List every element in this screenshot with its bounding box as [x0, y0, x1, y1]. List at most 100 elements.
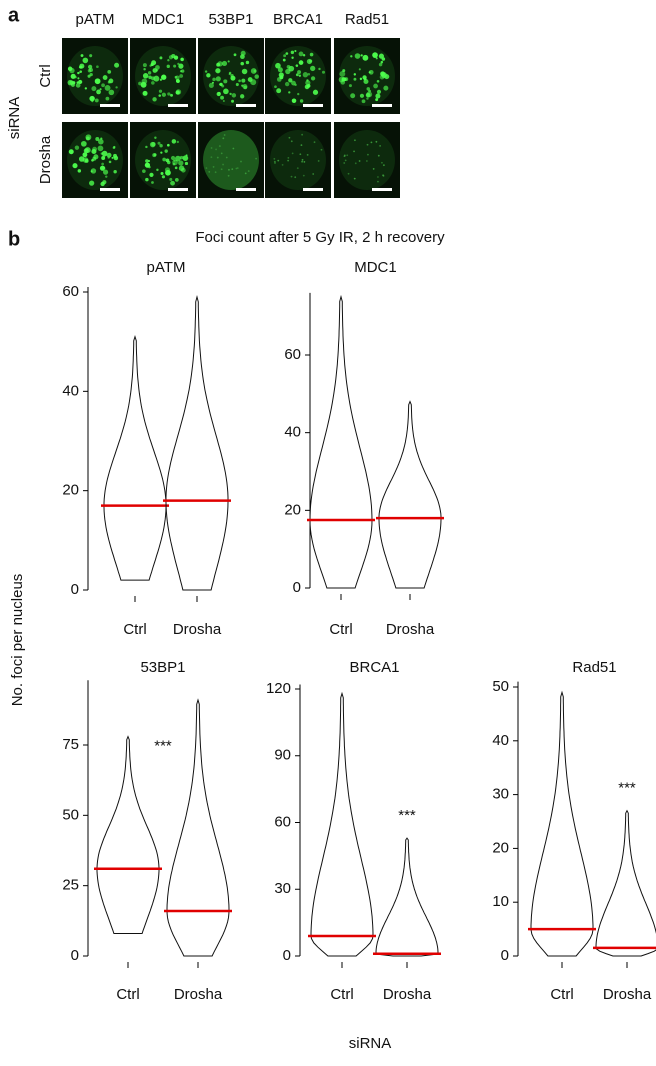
focus [210, 147, 213, 149]
focus [277, 67, 283, 73]
focus [250, 79, 257, 86]
focus [157, 141, 161, 145]
y-tick-label: 0 [283, 947, 291, 964]
focus [295, 73, 299, 77]
focus [108, 160, 112, 164]
focus [85, 136, 90, 141]
focus [158, 94, 162, 97]
focus [299, 153, 302, 156]
focus [354, 53, 361, 59]
focus [101, 162, 105, 166]
focus [115, 86, 118, 89]
chart-title: MDC1 [354, 259, 397, 276]
focus [152, 153, 157, 158]
x-tick-label: Ctrl [123, 621, 146, 638]
focus [347, 172, 350, 175]
focus [182, 155, 189, 162]
chart-title: pATM [147, 259, 186, 276]
focus [298, 51, 304, 57]
focus [228, 168, 230, 171]
focus [240, 54, 245, 60]
focus [317, 160, 320, 162]
focus [227, 174, 230, 177]
focus [366, 97, 369, 100]
focus [101, 150, 108, 157]
focus [145, 177, 149, 182]
focus [366, 91, 373, 98]
focus [304, 84, 310, 90]
focus [297, 92, 300, 96]
y-tick-label: 0 [293, 579, 301, 596]
focus [87, 68, 92, 73]
focus [220, 168, 223, 171]
y-tick-label: 60 [274, 813, 291, 830]
focus [108, 89, 115, 96]
focus [87, 74, 91, 78]
focus [112, 146, 116, 150]
significance: *** [398, 807, 416, 824]
focus [160, 151, 163, 154]
focus [161, 175, 166, 179]
focus [169, 177, 173, 181]
focus [353, 73, 357, 76]
scale-bar [372, 188, 392, 191]
focus [100, 152, 104, 155]
y-tick-label: 120 [266, 680, 291, 697]
nucleus [203, 130, 259, 190]
focus [142, 90, 148, 96]
focus [82, 57, 89, 64]
row-label: Drosha [37, 135, 54, 184]
column-label: 53BP1 [208, 11, 253, 28]
focus [173, 64, 177, 68]
focus [101, 83, 105, 88]
focus [302, 54, 306, 57]
y-tick-label: 25 [62, 877, 79, 894]
focus [215, 148, 217, 151]
focus [223, 79, 228, 84]
focus [320, 148, 323, 151]
focus [380, 60, 384, 64]
focus [222, 163, 224, 166]
focus [313, 141, 316, 144]
focus [216, 156, 219, 159]
focus [95, 136, 100, 141]
chart-title: Rad51 [572, 659, 616, 676]
y-tick-label: 20 [492, 839, 509, 856]
focus [382, 164, 385, 167]
violin [530, 690, 594, 957]
focus [91, 100, 94, 103]
focus [113, 155, 119, 161]
focus [217, 61, 223, 67]
focus [286, 65, 291, 69]
scale-bar [168, 104, 188, 107]
focus [89, 180, 95, 186]
focus [290, 175, 293, 178]
y-tick-label: 10 [492, 893, 509, 910]
focus [78, 79, 83, 85]
violin [595, 809, 656, 957]
focus [302, 72, 309, 78]
focus [375, 98, 379, 102]
focus [307, 72, 311, 76]
focus [68, 149, 74, 155]
focus [242, 84, 248, 90]
y-axis-label: No. foci per nucleus [9, 574, 26, 707]
focus [92, 146, 98, 152]
focus [111, 156, 114, 159]
column-label: MDC1 [142, 11, 185, 28]
panel-label: a [8, 4, 20, 26]
x-tick-label: Ctrl [550, 986, 573, 1003]
focus [353, 150, 355, 153]
focus [372, 52, 378, 58]
focus [366, 87, 371, 91]
panel-label: b [8, 228, 20, 250]
focus [378, 62, 383, 67]
focus [312, 173, 315, 175]
focus [253, 69, 257, 73]
x-tick-label: Drosha [174, 986, 223, 1003]
focus [227, 60, 230, 63]
scale-bar [303, 104, 323, 107]
focus [274, 85, 277, 89]
scale-bar [236, 188, 256, 191]
focus [145, 159, 149, 163]
